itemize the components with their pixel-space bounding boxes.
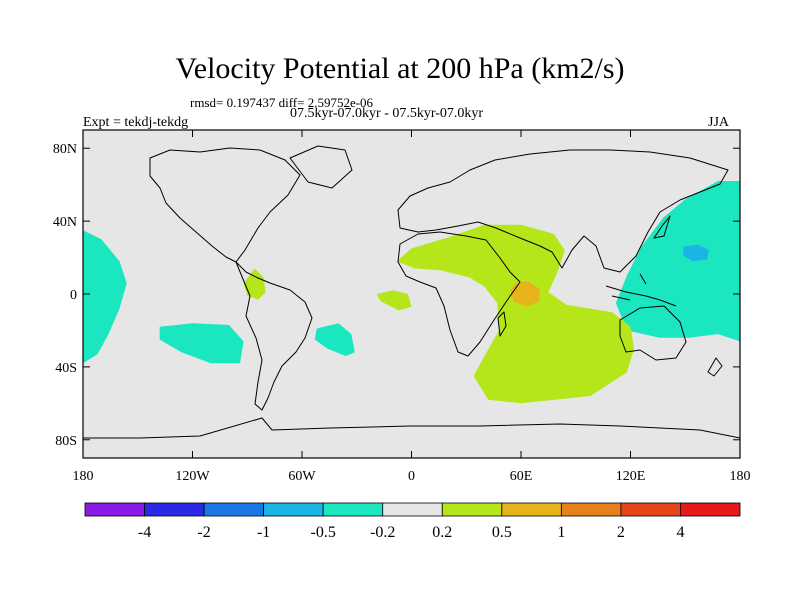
season-label: JJA: [708, 115, 730, 130]
coastline-eurasia: [397, 149, 729, 273]
x-tick-label-1: 120W: [175, 469, 210, 484]
coastlines: [83, 145, 741, 439]
coastline-africa: [397, 231, 521, 357]
colorbar-box-3: [263, 502, 324, 517]
colorbar-label-9: 4: [676, 524, 684, 541]
y-tick-label-3: 40S: [55, 361, 77, 376]
x-tick-label-4: 60E: [510, 469, 533, 484]
colorbar-label-4: -0.2: [370, 524, 395, 541]
colorbar-box-0: [84, 502, 145, 517]
longitude-axis: 180 120W 60W 0 60E 120E 180: [73, 130, 751, 484]
coastline-new-zealand: [707, 357, 723, 377]
colorbar-box-10: [680, 502, 741, 517]
colorbar-label-6: 0.5: [492, 524, 512, 541]
colorbar-label-3: -0.5: [311, 524, 336, 541]
x-tick-label-3: 0: [408, 469, 415, 484]
region-africa-indian-ocean-positive: [396, 224, 635, 404]
x-tick-label-0: 180: [73, 469, 94, 484]
colorbar-box-8: [560, 502, 622, 517]
experiment-label: Expt = tekdj-tekdg: [83, 115, 189, 130]
colorbar-label-7: 1: [557, 524, 565, 541]
colorbar-box-4: [322, 502, 384, 517]
coastline-south-america: [235, 261, 313, 411]
y-tick-label-1: 40N: [53, 215, 77, 230]
shaded-regions: [83, 181, 740, 404]
region-south-pacific-negative: [159, 323, 244, 364]
region-west-pacific-core: [683, 244, 709, 262]
region-east-pacific-negative: [83, 230, 127, 364]
coastline-north-america: [149, 147, 301, 263]
region-gulf-of-guinea-positive: [376, 290, 412, 311]
colorbar-box-9: [620, 502, 681, 517]
colorbar-box-6: [441, 502, 503, 517]
colorbar-box-5: [382, 502, 443, 517]
region-west-pacific-negative: [615, 181, 740, 342]
coastline-australia: [619, 305, 687, 361]
coastline-japan: [653, 215, 671, 239]
chart-subtitle: 07.5kyr-07.0kyr - 07.5kyr-07.0kyr: [290, 106, 484, 121]
colorbar-box-7: [501, 502, 562, 517]
coastline-maritime-continent: [605, 273, 677, 307]
region-arabian-sea-core: [510, 281, 540, 307]
colorbar-label-1: -2: [197, 524, 210, 541]
x-tick-label-5: 120E: [616, 469, 646, 484]
colorbar: -4 -2 -1 -0.5 -0.2 0.2 0.5 1 2 4: [84, 502, 741, 541]
coastline-madagascar: [497, 311, 507, 337]
coastline-antarctica: [83, 417, 741, 439]
region-central-america-positive: [243, 268, 266, 300]
colorbar-label-8: 2: [617, 524, 625, 541]
y-tick-label-0: 80N: [53, 142, 77, 157]
y-tick-label-4: 80S: [55, 434, 77, 449]
stats-line: rmsd= 0.197437 diff= 2.59752e-06: [190, 95, 374, 110]
colorbar-label-5: 0.2: [432, 524, 452, 541]
colorbar-label-0: -4: [138, 524, 151, 541]
colorbar-box-1: [144, 502, 205, 517]
coastline-greenland: [289, 145, 353, 189]
y-tick-label-2: 0: [70, 288, 77, 303]
chart-title: Velocity Potential at 200 hPa (km2/s): [175, 52, 625, 85]
colorbar-box-2: [203, 502, 265, 517]
region-south-atlantic-negative: [314, 323, 355, 356]
x-tick-label-2: 60W: [288, 469, 316, 484]
colorbar-label-2: -1: [257, 524, 270, 541]
x-tick-label-6: 180: [730, 469, 751, 484]
latitude-axis: 80N 40N 0 40S 80S: [53, 142, 740, 449]
